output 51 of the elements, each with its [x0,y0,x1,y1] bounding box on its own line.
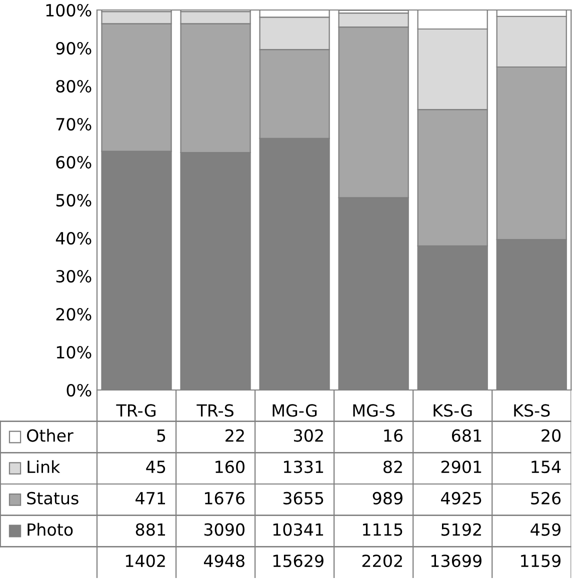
text: 160 [216,460,244,474]
y-tick-label: 50% [56,194,92,207]
x-tick-label: MG-G [272,404,317,417]
y-tick-label: 80% [56,80,92,93]
x-tick-label: TR-S [196,404,234,417]
x-tick-label: KS-S [514,404,550,417]
text: 2901 [441,460,482,474]
legend-label: Link [28,460,60,473]
text: 154 [532,460,561,474]
text: 13699 [431,554,482,568]
text: 82 [384,460,402,474]
text: 881 [136,523,166,536]
y-tick-label: 60% [56,156,92,169]
text: 4948 [204,554,244,568]
x-tick-label: KS-G [434,404,472,417]
text: 1115 [363,523,402,536]
text: 1159 [521,554,560,568]
text: 10341 [273,523,324,536]
y-tick-label: 20% [56,308,92,321]
legend-label: Photo [28,522,73,536]
text: 302 [294,429,323,442]
text: 459 [530,523,560,536]
text: 1402 [126,554,165,568]
y-tick-label: 10% [56,346,92,359]
text: 16 [384,429,403,442]
text: 989 [372,492,402,505]
text: 5192 [441,523,481,536]
y-tick-label: 70% [56,118,92,131]
text: 4925 [441,492,482,505]
y-tick-label: 40% [56,232,92,245]
text: 681 [452,429,482,442]
text: 3655 [283,492,324,505]
text: 45 [146,460,166,474]
text: 1676 [204,492,245,505]
text: 526 [531,492,561,505]
x-tick-label: TR-G [116,404,156,417]
y-tick-label: 100% [46,4,92,17]
text: 15629 [273,554,324,568]
y-tick-label: 30% [56,270,92,283]
y-tick-label: 0% [66,384,92,397]
x-tick-label: MG-S [353,404,395,417]
legend-label: Other [27,428,74,442]
text: 3090 [204,523,244,536]
text: 2202 [362,554,402,568]
y-tick-label: 90% [56,42,92,55]
text: 22 [226,429,244,442]
text: 20 [542,429,561,442]
legend-label: Status [27,492,78,505]
text: 1331 [284,460,324,474]
text: 5 [157,429,166,442]
text: 471 [136,492,166,504]
